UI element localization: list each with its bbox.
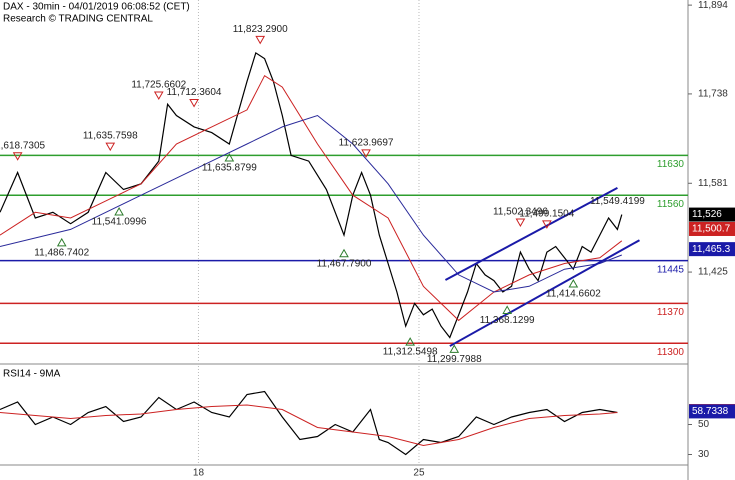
y-tick-label: 11,894 — [698, 0, 728, 11]
level-label: 11630 — [657, 159, 685, 170]
annotation: 11,623.9697 — [339, 137, 394, 148]
series-line — [0, 404, 618, 447]
annotation: 11,823.2900 — [233, 24, 288, 35]
low-marker — [224, 153, 235, 162]
low-marker — [405, 337, 416, 346]
level-label: 11300 — [657, 347, 685, 358]
y-tick-label: 11,738 — [698, 89, 728, 100]
y-tick-label: 50 — [698, 419, 710, 430]
level-label: 11560 — [657, 199, 685, 210]
chart-subtitle: Research © TRADING CENTRAL — [3, 14, 153, 25]
low-marker — [114, 206, 124, 216]
low-marker — [449, 344, 460, 353]
x-tick-label: 18 — [193, 468, 205, 479]
low-marker — [502, 305, 513, 314]
price-tag-label: 11,500.7 — [692, 224, 731, 235]
low-marker — [56, 237, 67, 247]
price-tag — [689, 221, 735, 236]
high-marker — [542, 220, 552, 229]
trend-line — [449, 239, 640, 347]
y-tick-label: 11,581 — [698, 178, 728, 189]
high-marker — [515, 218, 526, 228]
price-tag — [689, 207, 735, 222]
annotation: 11,467.7900 — [317, 258, 372, 269]
low-marker — [568, 278, 579, 288]
annotation: 11,312.5498 — [383, 347, 438, 358]
series-line — [0, 114, 622, 293]
price-tag — [689, 242, 735, 257]
annotation: 11,712.3604 — [167, 87, 222, 98]
high-marker — [189, 99, 199, 108]
high-marker — [153, 91, 164, 100]
annotation: 11,618.7305 — [0, 140, 46, 151]
annotation: 11,549.4199 — [590, 196, 645, 207]
level-label: 11370 — [657, 307, 685, 318]
trend-line — [444, 186, 618, 281]
series-line — [0, 51, 623, 339]
annotation: 11,299.7988 — [427, 354, 482, 365]
y-tick-label: 11,425 — [698, 267, 728, 278]
price-tag-label: 58.7338 — [692, 406, 729, 417]
annotation: 11,541.0996 — [92, 217, 147, 228]
rsi-title: RSI14 - 9MA — [3, 369, 61, 380]
annotation: 11,368.1299 — [480, 315, 535, 326]
series-line — [0, 74, 623, 322]
annotation: 11,414.6602 — [546, 289, 601, 300]
annotation: 11,725.6602 — [131, 80, 186, 91]
low-marker — [339, 248, 349, 258]
annotation: 11,635.7598 — [83, 131, 138, 142]
price-tag-label: 11,526 — [692, 209, 722, 220]
high-marker — [361, 149, 371, 158]
series-line — [0, 390, 618, 456]
high-marker — [255, 35, 266, 45]
y-tick-label: 30 — [698, 449, 710, 460]
chart-title: DAX - 30min - 04/01/2019 06:08:52 (CET) — [3, 2, 190, 13]
high-marker — [105, 142, 116, 152]
price-tag-label: 11,465.3 — [692, 244, 731, 255]
x-tick-label: 25 — [413, 468, 425, 479]
price-tag — [689, 404, 735, 419]
annotation: 11,499.1504 — [519, 209, 574, 220]
annotation: 11,502.3496 — [493, 207, 548, 218]
annotation: 11,635.8799 — [202, 163, 257, 174]
high-marker — [12, 152, 23, 161]
level-label: 11445 — [657, 264, 685, 275]
annotation: 11,486.7402 — [34, 248, 89, 259]
